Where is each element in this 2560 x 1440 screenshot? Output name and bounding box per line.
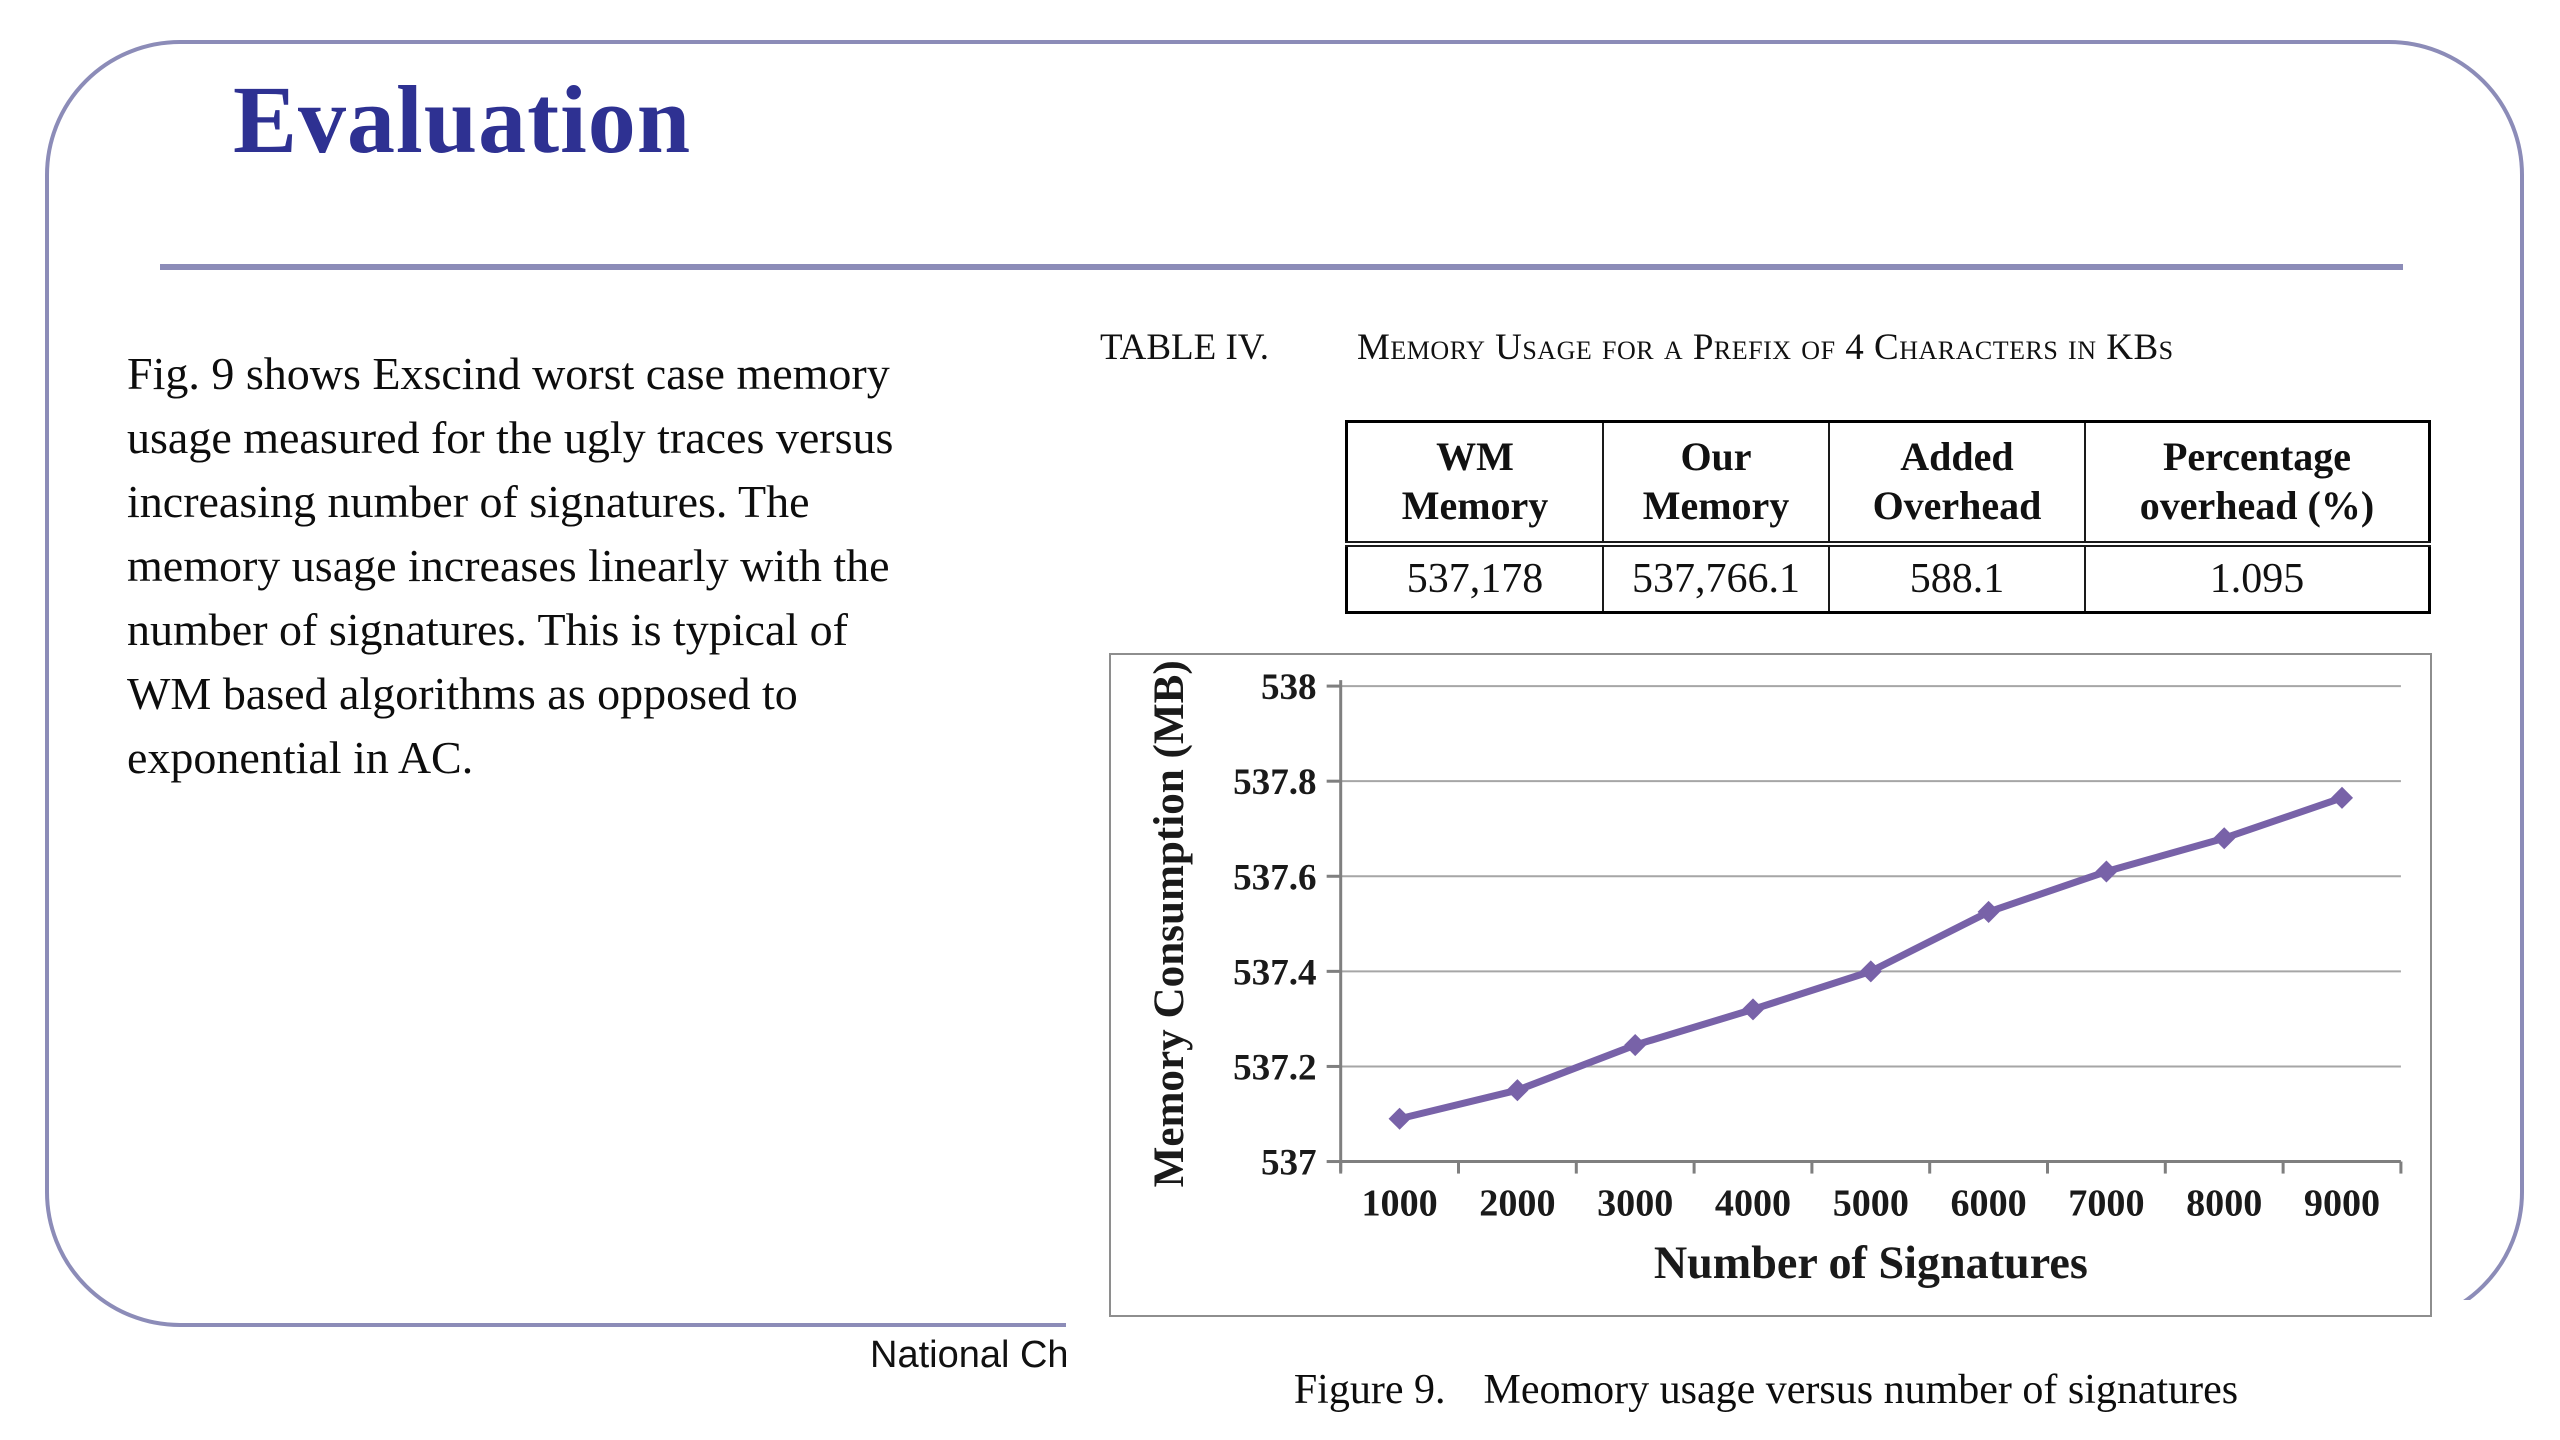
y-tick-label: 538 [1261, 667, 1317, 708]
figure-caption-strip: Figure 9. Meomory usage versus number of … [1066, 1300, 2560, 1440]
y-tick-label: 537.2 [1233, 1047, 1317, 1088]
data-point-marker [1506, 1079, 1529, 1102]
body-line: number of signatures. This is typical of [127, 604, 848, 655]
x-tick-label: 4000 [1715, 1183, 1791, 1225]
series-line [1396, 794, 2346, 1123]
memory-usage-table: WM Memory Our Memory Added Overhead Perc… [1345, 420, 2431, 614]
y-tick-label: 537.4 [1233, 952, 1317, 993]
x-tick-label: 5000 [1833, 1183, 1909, 1225]
table-header-cell: Our Memory [1602, 420, 1830, 547]
data-point-marker [2095, 860, 2118, 883]
table-header-cell: Added Overhead [1828, 420, 2086, 547]
table-data-cell: 537,766.1 [1602, 542, 1830, 614]
data-point-marker [1977, 900, 2000, 923]
table-data-row: 537,178 537,766.1 588.1 1.095 [1345, 542, 2431, 614]
data-point-marker [2213, 827, 2236, 850]
chart-svg: 537 537.2 537.4 537.6 537.8 538 1000 2000 3000 40… [1146, 660, 2403, 1288]
table-data-cell: 1.095 [2084, 542, 2431, 614]
body-line: memory usage increases linearly with the [127, 540, 890, 591]
table-header-cell: Percentage overhead (%) [2084, 420, 2431, 547]
x-tick-label: 3000 [1597, 1183, 1673, 1225]
page-title: Evaluation [233, 66, 692, 173]
title-underline [160, 264, 2403, 270]
data-point-marker [1624, 1034, 1647, 1057]
body-line: increasing number of signatures. The [127, 476, 810, 527]
x-tick-label: 7000 [2068, 1183, 2144, 1225]
y-tick-label: 537.6 [1233, 857, 1317, 898]
table-caption-text: Memory Usage for a Prefix of 4 Character… [1357, 327, 2174, 368]
x-tick-label: 2000 [1479, 1183, 1555, 1225]
table-caption: TABLE IV. Memory Usage for a Prefix of 4 … [1100, 326, 2530, 369]
memory-consumption-chart: 537 537.2 537.4 537.6 537.8 538 1000 2000 3000 40… [1109, 653, 2432, 1317]
table-data-cell: 588.1 [1828, 542, 2086, 614]
body-line: Fig. 9 shows Exscind worst case memory [127, 348, 890, 399]
table-caption-label: TABLE IV. [1100, 327, 1270, 368]
y-axis-title: Memory Consumption (MB) [1146, 660, 1193, 1187]
x-tick-label: 1000 [1361, 1183, 1437, 1225]
table-header-cell: WM Memory [1345, 420, 1604, 547]
x-tick-label: 9000 [2304, 1183, 2380, 1225]
data-point-marker [1741, 998, 1765, 1021]
footer-text: National Ch [870, 1334, 1069, 1376]
figure-caption-text: Meomory usage versus number of signature… [1483, 1367, 2239, 1413]
figure-caption-label: Figure 9. [1293, 1367, 1446, 1413]
body-paragraph: Fig. 9 shows Exscind worst case memory u… [127, 342, 1087, 790]
table-data-cell: 537,178 [1345, 542, 1604, 614]
y-tick-label: 537.8 [1233, 762, 1317, 803]
data-point-marker [1388, 1107, 1411, 1130]
figure-panel: 537 537.2 537.4 537.6 537.8 538 1000 2000 3000 40… [1066, 645, 2455, 1320]
x-axis-title: Number of Signatures [1654, 1237, 2088, 1288]
body-line: exponential in AC. [127, 732, 474, 783]
body-line: usage measured for the ugly traces versu… [127, 412, 894, 463]
body-line: WM based algorithms as opposed to [127, 668, 798, 719]
y-tick-label: 537 [1261, 1143, 1317, 1184]
data-point-marker [2330, 786, 2354, 809]
data-point-marker [1859, 960, 1882, 983]
figure-caption: Figure 9. Meomory usage versus number of … [1066, 1366, 2466, 1414]
x-tick-label: 6000 [1950, 1183, 2026, 1225]
table-header-row: WM Memory Our Memory Added Overhead Perc… [1345, 420, 2431, 547]
x-tick-label: 8000 [2186, 1183, 2262, 1225]
